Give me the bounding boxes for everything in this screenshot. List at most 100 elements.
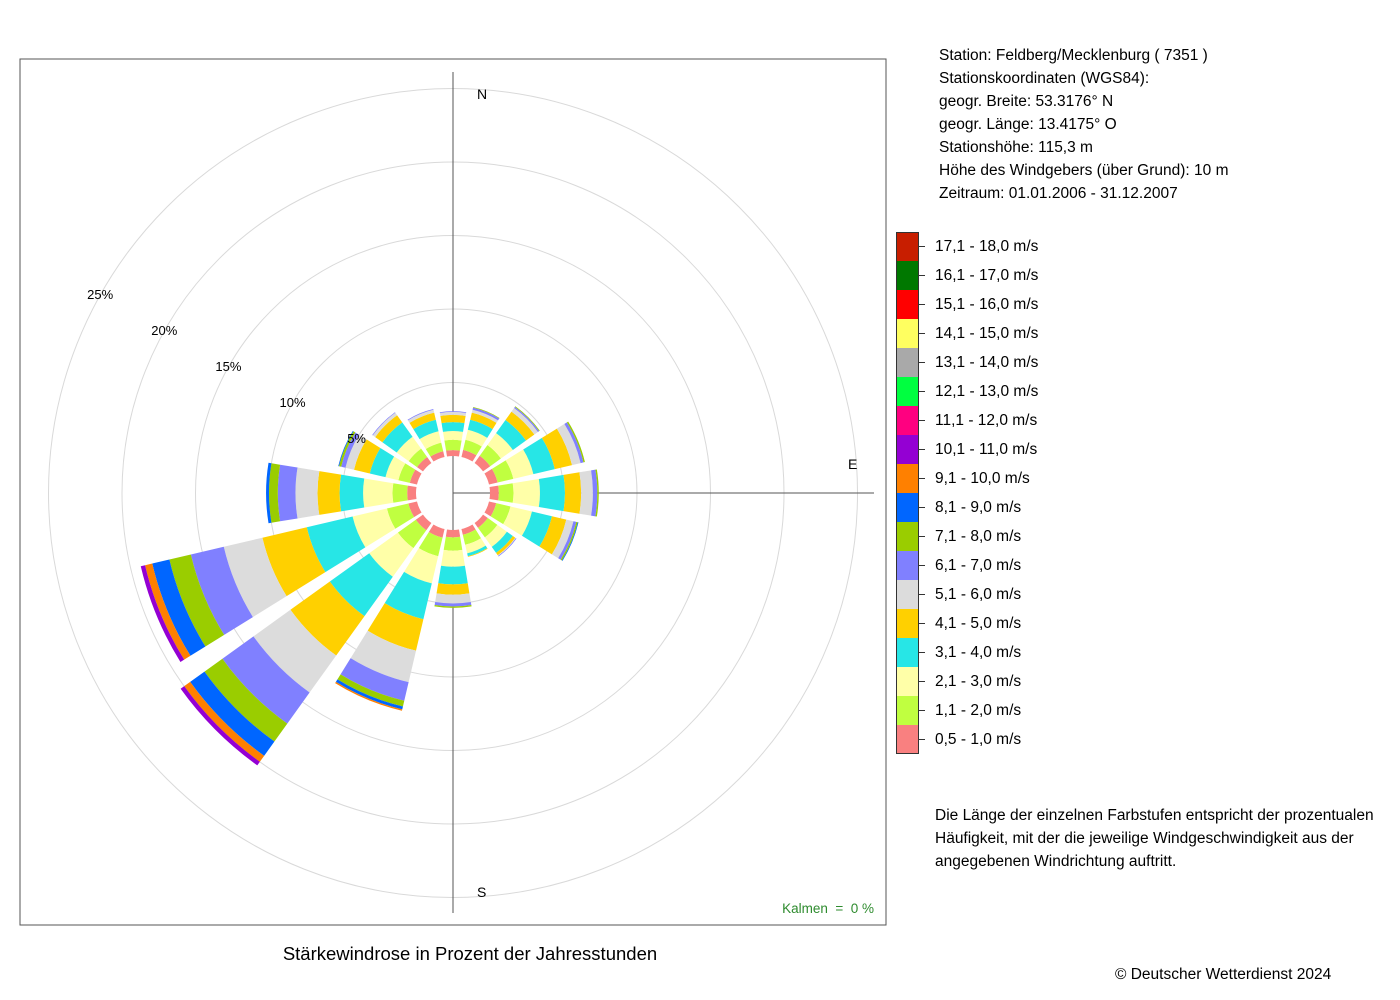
segment-so-class-2 (484, 524, 507, 547)
segment-w-class-8 (266, 462, 272, 524)
segment-ono-class-3 (523, 437, 555, 475)
segment-no-class-0 (474, 455, 491, 472)
segment-sw-class-6 (222, 636, 310, 724)
legend-swatch (896, 638, 919, 667)
segment-o-class-3 (538, 474, 565, 512)
segment-s-class-2 (441, 549, 465, 567)
legend-item: 12,1 - 13,0 m/s (896, 377, 1376, 406)
legend-tick (919, 246, 925, 247)
segment-oso-class-0 (484, 501, 497, 517)
segment-w-class-0 (407, 485, 417, 501)
legend-swatch (896, 667, 919, 696)
segment-nw-class-4 (375, 415, 403, 443)
petal-o (489, 469, 599, 517)
segment-nno-class-1 (463, 439, 482, 456)
segment-wsw-class-7 (169, 554, 225, 647)
legend-item: 11,1 - 12,0 m/s (896, 406, 1376, 435)
segment-nno-class-7 (473, 407, 500, 419)
segment-sw-class-3 (329, 553, 393, 617)
legend-swatch (896, 464, 919, 493)
compass-east-label: E (848, 456, 857, 472)
legend-item: 4,1 - 5,0 m/s (896, 609, 1376, 638)
segment-w-class-3 (339, 474, 365, 512)
plot-frame (19, 58, 887, 926)
segment-oso-class-2 (503, 506, 532, 536)
segment-ssw-class-4 (367, 603, 424, 651)
segment-ssw-class-1 (418, 531, 443, 557)
segment-nno-class-5 (471, 409, 499, 423)
segment-n-class-6 (439, 411, 467, 413)
segment-no-class-4 (505, 411, 535, 441)
legend-item: 16,1 - 17,0 m/s (896, 261, 1376, 290)
legend-label: 12,1 - 13,0 m/s (935, 383, 1039, 400)
legend-swatch (896, 435, 919, 464)
legend-tick (919, 681, 925, 682)
legend-tick (919, 507, 925, 508)
segment-sw-class-5 (253, 609, 337, 693)
radial-tick-label-15: 15% (215, 359, 241, 374)
radial-tick-label-10: 10% (279, 395, 305, 410)
segment-nnw-class-3 (413, 419, 439, 440)
segment-ono-class-0 (484, 468, 498, 485)
legend-tick (919, 710, 925, 711)
segment-ono-class-4 (541, 428, 573, 470)
segment-wnw-class-3 (369, 447, 395, 478)
legend-item: 10,1 - 11,0 m/s (896, 435, 1376, 464)
legend-label: 16,1 - 17,0 m/s (935, 267, 1039, 284)
segment-nnw-class-5 (407, 409, 435, 423)
legend-item: 1,1 - 2,0 m/s (896, 696, 1376, 725)
segment-s-class-7 (434, 604, 472, 608)
compass-south-label: S (477, 884, 486, 900)
segment-sso-class-4 (467, 548, 488, 557)
legend-swatch (896, 551, 919, 580)
petal-sso (461, 524, 488, 557)
segment-sso-class-2 (465, 538, 486, 554)
legend-label: 0,5 - 1,0 m/s (935, 731, 1022, 748)
segment-wsw-class-9 (145, 563, 191, 660)
petal-w (266, 462, 417, 524)
legend-label: 8,1 - 9,0 m/s (935, 499, 1022, 516)
petal-nw (372, 412, 432, 472)
segment-ssw-class-3 (384, 571, 432, 620)
legend-item: 0,5 - 1,0 m/s (896, 725, 1376, 754)
segment-no-class-6 (514, 406, 540, 432)
segment-nw-class-2 (396, 436, 422, 462)
legend-label: 6,1 - 7,0 m/s (935, 557, 1022, 574)
segment-s-class-3 (438, 565, 468, 585)
legend-label: 11,1 - 12,0 m/s (935, 412, 1038, 429)
segment-sw-class-1 (397, 519, 427, 549)
segment-so-class-0 (474, 514, 488, 528)
segment-s-class-6 (434, 602, 472, 607)
note-line: angegebenen Windrichtung auftritt. (935, 853, 1177, 870)
segment-nno-class-0 (461, 449, 477, 462)
segment-ssw-class-6 (340, 658, 409, 701)
segment-w-class-6 (277, 464, 298, 522)
legend-label: 4,1 - 5,0 m/s (935, 615, 1022, 632)
legend-item: 3,1 - 4,0 m/s (896, 638, 1376, 667)
legend-label: 14,1 - 15,0 m/s (935, 325, 1039, 342)
legend-tick (919, 478, 925, 479)
segment-nw-class-1 (408, 448, 428, 468)
segment-s-class-0 (445, 529, 461, 538)
legend-item: 6,1 - 7,0 m/s (896, 551, 1376, 580)
segment-oso-class-4 (539, 516, 567, 555)
petal-wnw (338, 430, 422, 485)
legend-label: 9,1 - 10,0 m/s (935, 470, 1030, 487)
segment-s-class-5 (435, 593, 471, 604)
wind-rose-chart: N E S 5% 10% 15% 20% 25% Kalmen = 0 % (19, 58, 887, 926)
compass-north-label: N (477, 86, 487, 102)
segment-so-class-6 (498, 538, 517, 557)
legend-label: 13,1 - 14,0 m/s (935, 354, 1039, 371)
legend-swatch (896, 696, 919, 725)
segment-w-class-1 (392, 483, 408, 503)
segment-nnw-class-0 (430, 451, 445, 462)
segment-ono-class-1 (491, 460, 514, 483)
radial-tick-label-5: 5% (347, 431, 366, 446)
segment-nnw-class-1 (425, 442, 444, 457)
legend-swatch (896, 377, 919, 406)
legend-tick (919, 449, 925, 450)
legend-label: 17,1 - 18,0 m/s (935, 238, 1039, 255)
radial-tick-label-20: 20% (151, 323, 177, 338)
segment-oso-class-8 (561, 522, 579, 561)
segment-ono-class-2 (505, 449, 534, 479)
